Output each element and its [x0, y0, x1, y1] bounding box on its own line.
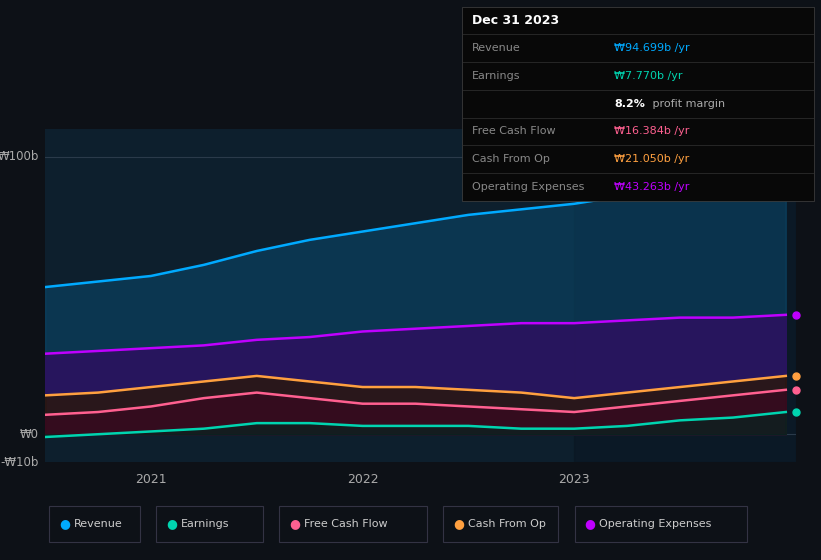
Text: -₩10b: -₩10b	[1, 455, 39, 469]
Text: Free Cash Flow: Free Cash Flow	[304, 519, 388, 529]
Text: ₩21.050b /yr: ₩21.050b /yr	[614, 154, 690, 164]
Text: ●: ●	[166, 517, 177, 530]
Text: Earnings: Earnings	[181, 519, 229, 529]
Text: Dec 31 2023: Dec 31 2023	[472, 14, 559, 27]
Text: 8.2%: 8.2%	[614, 99, 645, 109]
Text: Cash From Op: Cash From Op	[472, 154, 550, 164]
Text: Operating Expenses: Operating Expenses	[472, 182, 585, 192]
Text: ●: ●	[453, 517, 464, 530]
Text: 2022: 2022	[346, 473, 378, 486]
Text: ₩0: ₩0	[21, 428, 39, 441]
Text: ₩100b: ₩100b	[0, 150, 39, 163]
Text: ₩43.263b /yr: ₩43.263b /yr	[614, 182, 690, 192]
Text: 2023: 2023	[558, 473, 590, 486]
Text: 2021: 2021	[135, 473, 167, 486]
Text: ●: ●	[585, 517, 595, 530]
Text: Revenue: Revenue	[74, 519, 122, 529]
Text: Operating Expenses: Operating Expenses	[599, 519, 712, 529]
Text: ₩7.770b /yr: ₩7.770b /yr	[614, 71, 682, 81]
Text: ●: ●	[59, 517, 70, 530]
Bar	[574, 129, 796, 462]
Text: ●: ●	[289, 517, 300, 530]
Text: ₩94.699b /yr: ₩94.699b /yr	[614, 43, 690, 53]
Text: ₩16.384b /yr: ₩16.384b /yr	[614, 127, 690, 137]
Text: Earnings: Earnings	[472, 71, 521, 81]
Text: Cash From Op: Cash From Op	[468, 519, 546, 529]
Text: profit margin: profit margin	[649, 99, 725, 109]
Text: Free Cash Flow: Free Cash Flow	[472, 127, 556, 137]
Text: Revenue: Revenue	[472, 43, 521, 53]
